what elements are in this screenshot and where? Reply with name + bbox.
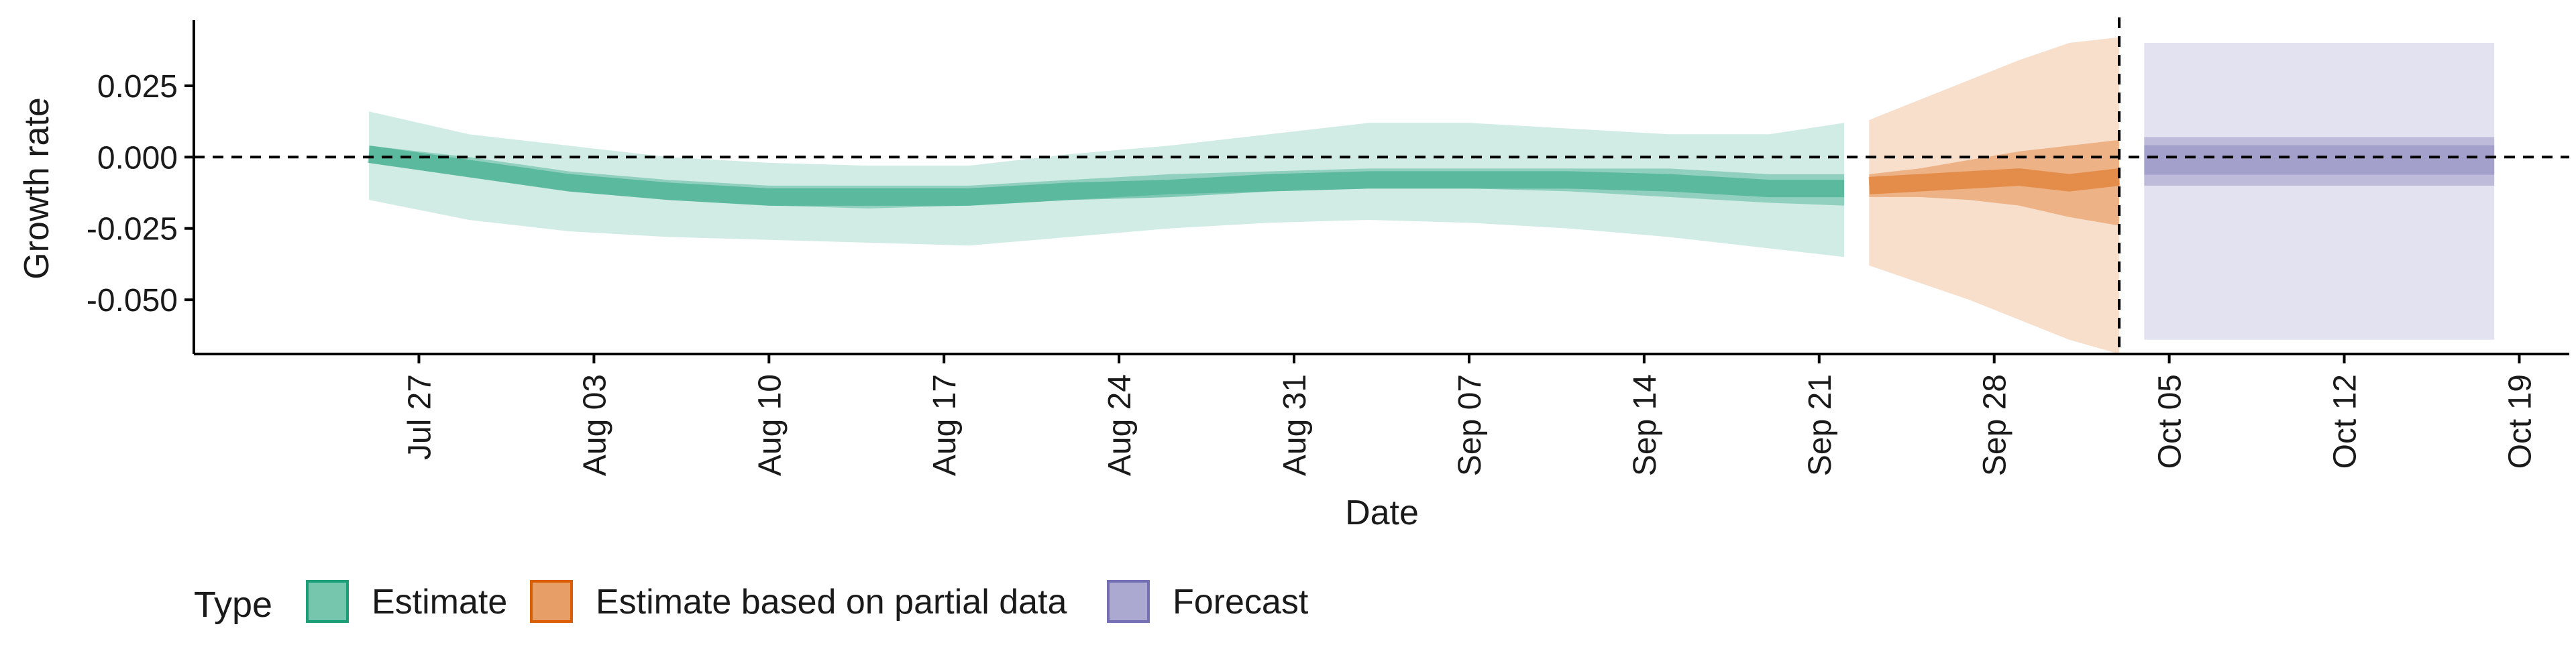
axes-layer <box>193 20 2569 355</box>
y-tick-label: 0.025 <box>97 69 178 105</box>
x-tick-label: Jul 27 <box>402 374 437 460</box>
x-tick-label: Oct 19 <box>2502 374 2538 469</box>
legend-title: Type <box>194 585 272 625</box>
x-tick-label: Aug 10 <box>752 374 788 476</box>
reference-lines-layer <box>194 17 2569 354</box>
x-tick-label: Oct 12 <box>2328 374 2363 469</box>
estimate-band-90 <box>368 111 1845 257</box>
x-tick-label: Sep 21 <box>1803 374 1838 476</box>
x-tick-label: Aug 03 <box>577 374 612 476</box>
estimate-band-50 <box>368 145 1845 209</box>
x-ticks: Jul 27 Aug 03 Aug 10 Aug 17 Aug 24 Aug 31 Sep … <box>402 354 2538 476</box>
estimate-median-line <box>368 145 1845 206</box>
x-tick-label: Oct 05 <box>2153 374 2188 469</box>
y-tick-label: -0.025 <box>87 212 178 247</box>
legend-key-forecast <box>1107 580 1150 623</box>
estimate-based-on-partial-data-band-50 <box>1869 139 2120 226</box>
forecast-band-90 <box>2144 43 2495 340</box>
estimate-based-on-partial-data-median-line <box>1868 168 2121 194</box>
estimate-based-on-partial-data-band-90 <box>1869 37 2120 355</box>
legend-label-forecast: Forecast <box>1173 583 1309 622</box>
y-axis-title: Growth rate <box>17 97 56 280</box>
legend-label-estimate: Estimate <box>372 583 507 622</box>
x-tick-label: Aug 24 <box>1102 374 1138 476</box>
x-tick-label: Sep 28 <box>1978 374 2013 476</box>
bands-layer <box>368 37 2495 355</box>
x-tick-label: Sep 14 <box>1627 374 1663 476</box>
legend: Type Estimate Estimate based on partial d… <box>194 580 1309 625</box>
legend-key-estimate-based-on-partial-data <box>530 580 573 623</box>
x-tick-label: Sep 07 <box>1452 374 1488 476</box>
legend-key-estimate <box>306 580 349 623</box>
legend-label-estimate-based-on-partial-data: Estimate based on partial data <box>596 583 1067 622</box>
y-tick-label: -0.050 <box>87 283 178 318</box>
x-axis-title: Date <box>1345 493 1419 532</box>
medians-layer <box>368 145 2495 206</box>
y-tick-label: 0.000 <box>97 140 178 176</box>
x-tick-label: Aug 31 <box>1277 374 1313 476</box>
forecast-band-50 <box>2144 137 2495 186</box>
x-tick-label: Aug 17 <box>927 374 963 476</box>
y-ticks: 0.025 0.000 -0.025 -0.050 <box>87 69 194 318</box>
